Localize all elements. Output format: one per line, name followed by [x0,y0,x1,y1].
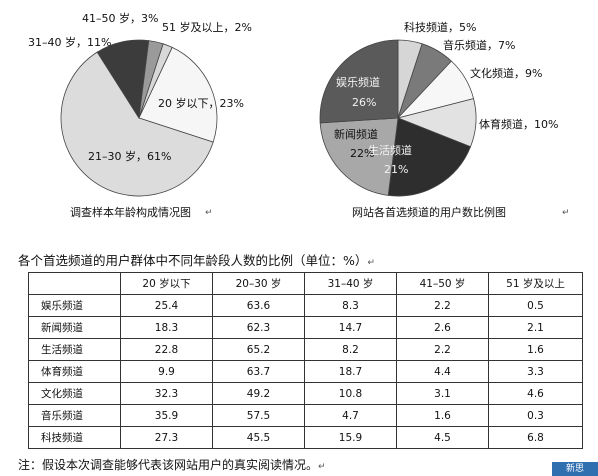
slice-value-news: 22% [350,147,374,160]
table-title-text: 各个首选频道的用户群体中不同年龄段人数的比例（单位：%） [18,253,368,268]
table-row: 生活频道 22.8 65.2 8.2 2.2 1.6 [28,338,583,361]
pie-slice [387,117,472,197]
table-cell: 65.2 [212,338,305,361]
table-row: 音乐频道 35.9 57.5 4.7 1.6 0.3 [28,404,583,427]
table-cell: 35.9 [120,404,213,427]
table-cell: 2.6 [396,316,489,339]
return-mark: ↵ [318,462,326,472]
table-cell: 49.2 [212,382,305,405]
slice-value-life: 21% [384,163,408,176]
row-label: 生活频道 [28,338,121,361]
return-mark: ↵ [205,208,213,218]
column-header: 31–40 岁 [304,272,397,295]
channel-pie-chart [319,39,477,197]
table-cell: 9.9 [120,360,213,383]
table-cell: 45.5 [212,426,305,449]
table-cell: 27.3 [120,426,213,449]
table-cell: 3.3 [488,360,583,383]
table-cell: 25.4 [120,294,213,317]
table-cell: 57.5 [212,404,305,427]
return-mark: ↵ [367,258,375,268]
slice-label-news: 新闻频道 [334,127,378,141]
slice-label-life: 生活频道 [368,143,412,157]
slice-label-31-40: 31–40 岁，11% [28,35,111,49]
row-label: 音乐频道 [28,404,121,427]
table-cell: 1.6 [488,338,583,361]
table-cell: 2.2 [396,294,489,317]
row-label: 体育频道 [28,360,121,383]
table-cell: 32.3 [120,382,213,405]
table-cell: 4.6 [488,382,583,405]
pie2-caption: 网站各首选频道的用户数比例图 [352,205,506,219]
slice-label-music: 音乐频道，7% [443,38,515,52]
table-cell: 8.2 [304,338,397,361]
pie-slice [60,51,214,197]
table-row: 新闻频道 18.3 62.3 14.7 2.6 2.1 [28,316,583,339]
table-cell: 4.5 [396,426,489,449]
slice-label-ent: 娱乐频道 [336,75,380,89]
table-cell: 18.3 [120,316,213,339]
table-cell: 0.5 [488,294,583,317]
table-cell: 3.1 [396,382,489,405]
table-row: 体育频道 9.9 63.7 18.7 4.4 3.3 [28,360,583,383]
table-row: 科技频道 27.3 45.5 15.9 4.5 6.8 [28,426,583,449]
row-label: 文化频道 [28,382,121,405]
table-cell: 10.8 [304,382,397,405]
table-cell: 4.7 [304,404,397,427]
pie-slice [319,117,399,196]
column-header [28,272,121,295]
table-cell: 63.7 [212,360,305,383]
pie-slice [138,46,218,143]
slice-label-under20: 20 岁以下，23% [158,96,244,110]
slice-label-41-50: 41–50 岁，3% [82,11,158,25]
table-cell: 22.8 [120,338,213,361]
column-header: 20 岁以下 [120,272,213,295]
slice-label-21-30: 21–30 岁，61% [88,149,171,163]
table-row: 文化频道 32.3 49.2 10.8 3.1 4.6 [28,382,583,405]
watermark-badge: 新思 [552,462,598,476]
table-cell: 63.6 [212,294,305,317]
table-cell: 62.3 [212,316,305,339]
table-header-row: 20 岁以下 20–30 岁 31–40 岁 41–50 岁 51 岁及以上 [28,272,583,295]
note: 注：假设本次调查能够代表该网站用户的真实阅读情况。↵ [18,456,326,473]
table-cell: 8.3 [304,294,397,317]
slice-label-sports: 体育频道，10% [479,117,558,131]
note-text: 注：假设本次调查能够代表该网站用户的真实阅读情况。 [18,458,319,472]
slice-value-ent: 26% [352,96,376,109]
table-cell: 4.4 [396,360,489,383]
table-cell: 0.3 [488,404,583,427]
age-pie-chart [60,39,218,197]
slice-label-51plus: 51 岁及以上，2% [162,20,252,34]
column-header: 41–50 岁 [396,272,489,295]
return-mark: ↵ [562,208,570,218]
slice-label-culture: 文化频道，9% [470,66,542,80]
table-cell: 6.8 [488,426,583,449]
pie-slice [319,39,399,124]
column-header: 20–30 岁 [212,272,305,295]
row-label: 科技频道 [28,426,121,449]
table-cell: 14.7 [304,316,397,339]
table-cell: 15.9 [304,426,397,449]
column-header: 51 岁及以上 [488,272,583,295]
pie-slice [138,40,164,119]
table-cell: 2.1 [488,316,583,339]
table-row: 娱乐频道 25.4 63.6 8.3 2.2 0.5 [28,294,583,317]
row-label: 新闻频道 [28,316,121,339]
pie-charts: 41–50 岁，3% 51 岁及以上，2% 31–40 岁，11% 20 岁以下… [28,11,558,219]
table-title: 各个首选频道的用户群体中不同年龄段人数的比例（单位：%）↵ [18,250,375,269]
pie1-caption: 调查样本年龄构成情况图 [70,205,191,219]
slice-label-tech: 科技频道，5% [404,20,476,34]
table-cell: 2.2 [396,338,489,361]
age-by-channel-table: 20 岁以下 20–30 岁 31–40 岁 41–50 岁 51 岁及以上 娱乐频道 2… [28,272,583,449]
table-cell: 1.6 [396,404,489,427]
row-label: 娱乐频道 [28,294,121,317]
table-cell: 18.7 [304,360,397,383]
